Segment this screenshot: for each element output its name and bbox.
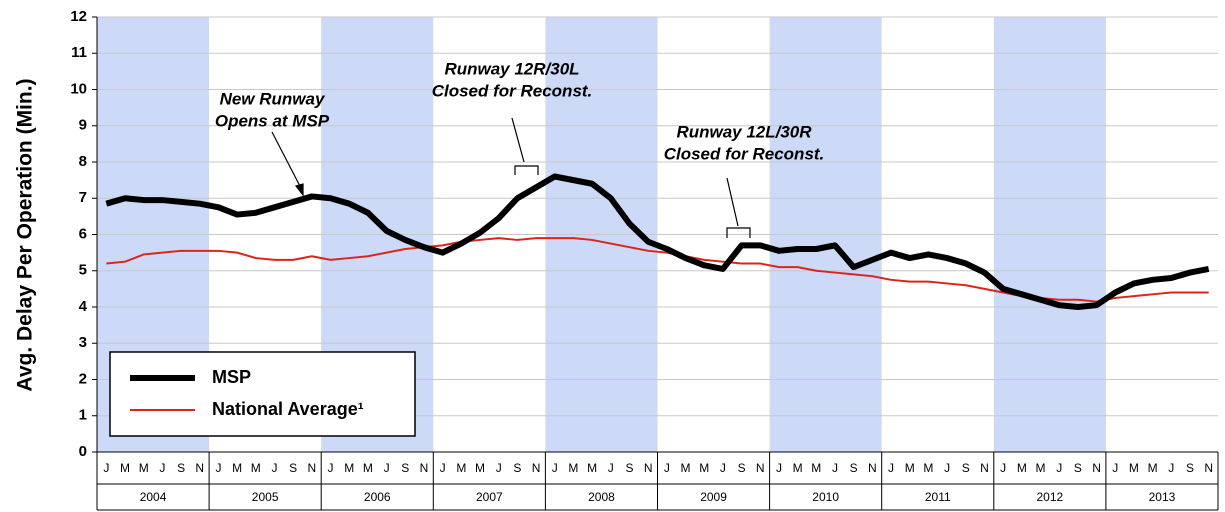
annotation: Closed for Reconst. — [432, 81, 593, 100]
x-tick-label: M — [139, 461, 149, 475]
x-tick-label: J — [1056, 461, 1062, 475]
x-tick-label: N — [1204, 461, 1213, 475]
x-tick-label: S — [401, 461, 409, 475]
x-tick-label: M — [587, 461, 597, 475]
y-tick-label: 1 — [79, 407, 87, 424]
x-tick-label: J — [776, 461, 782, 475]
y-tick-label: 4 — [79, 298, 88, 315]
legend-label: MSP — [212, 367, 251, 387]
x-tick-label: J — [552, 461, 558, 475]
x-tick-label: M — [1129, 461, 1139, 475]
x-tick-label: S — [1074, 461, 1082, 475]
x-tick-label: M — [568, 461, 578, 475]
y-tick-label: 12 — [70, 8, 87, 25]
x-tick-label: M — [232, 461, 242, 475]
annotation: Closed for Reconst. — [664, 144, 825, 163]
x-tick-label: S — [289, 461, 297, 475]
year-label: 2005 — [252, 490, 279, 504]
x-tick-label: M — [475, 461, 485, 475]
x-tick-label: M — [363, 461, 373, 475]
x-tick-label: J — [384, 461, 390, 475]
background — [92, 16, 1219, 511]
x-tick-label: N — [644, 461, 653, 475]
series-line — [105, 173, 1210, 310]
x-tick-label: S — [1186, 461, 1194, 475]
x-tick-label: M — [1148, 461, 1158, 475]
x-tick-label: M — [344, 461, 354, 475]
x-tick-label: J — [1168, 461, 1174, 475]
y-tick-label: 7 — [79, 189, 87, 206]
legend-box — [109, 351, 416, 437]
year-label: 2010 — [812, 490, 839, 504]
x-tick-label: N — [868, 461, 877, 475]
x-tick-label: M — [456, 461, 466, 475]
x-tick-label: N — [308, 461, 317, 475]
x-tick-label: J — [888, 461, 894, 475]
year-label: 2007 — [476, 490, 503, 504]
x-tick-label: J — [832, 461, 838, 475]
x-tick-label: N — [195, 461, 204, 475]
x-tick-label: S — [962, 461, 970, 475]
x-tick-label: S — [513, 461, 521, 475]
legend: MSP National Average¹ — [109, 351, 416, 437]
x-tick-label: J — [215, 461, 221, 475]
y-tick-label: 3 — [79, 334, 87, 351]
x-tick-label: N — [980, 461, 989, 475]
annotation: New Runway — [220, 89, 326, 108]
x-tick-label: M — [699, 461, 709, 475]
x-tick-label: J — [328, 461, 334, 475]
x-tick-label: S — [738, 461, 746, 475]
x-tick-label: M — [793, 461, 803, 475]
year-label: 2008 — [588, 490, 615, 504]
legend-label: National Average¹ — [212, 399, 364, 419]
x-tick-label: M — [905, 461, 915, 475]
x-tick-label: J — [608, 461, 614, 475]
annotation: Runway 12R/30L — [444, 59, 579, 78]
annotation: Runway 12L/30R — [676, 122, 812, 141]
x-tick-label: J — [496, 461, 502, 475]
x-tick-label: M — [251, 461, 261, 475]
x-tick-label: J — [664, 461, 670, 475]
y-tick-label: 8 — [79, 153, 87, 170]
x-tick-label: M — [1036, 461, 1046, 475]
y-tick-label: 5 — [79, 262, 87, 279]
x-tick-label: N — [532, 461, 541, 475]
x-tick-label: N — [420, 461, 429, 475]
x-tick-label: J — [159, 461, 165, 475]
year-label: 2013 — [1149, 490, 1176, 504]
y-tick-label: 10 — [70, 80, 87, 97]
x-tick-label: M — [120, 461, 130, 475]
year-label: 2009 — [700, 490, 727, 504]
x-tick-label: J — [720, 461, 726, 475]
x-tick-label: N — [756, 461, 765, 475]
year-label: 2004 — [140, 490, 167, 504]
x-tick-label: J — [944, 461, 950, 475]
annotation-arrows — [271, 117, 751, 238]
year-label: 2006 — [364, 490, 391, 504]
x-tick-label: S — [625, 461, 633, 475]
year-label: 2011 — [925, 490, 951, 504]
x-tick-label: S — [177, 461, 185, 475]
x-tick-label: S — [850, 461, 858, 475]
y-tick-label: 0 — [79, 443, 87, 460]
x-tick-label: M — [1017, 461, 1027, 475]
x-tick-label: J — [1000, 461, 1006, 475]
x-tick-label: N — [1092, 461, 1101, 475]
annotation: Opens at MSP — [215, 111, 330, 130]
x-tick-label: J — [103, 461, 109, 475]
x-tick-label: M — [681, 461, 691, 475]
y-tick-label: 6 — [79, 225, 87, 242]
y-axis-label: Avg. Delay Per Operation (Min.) — [14, 78, 37, 391]
x-tick-label: J — [271, 461, 277, 475]
year-label: 2012 — [1036, 490, 1063, 504]
x-tick-label: J — [1112, 461, 1118, 475]
y-tick-label: 2 — [79, 370, 87, 387]
x-tick-label: M — [923, 461, 933, 475]
x-tick-label: M — [811, 461, 821, 475]
x-tick-label: J — [440, 461, 446, 475]
y-tick-label: 9 — [79, 117, 87, 134]
y-tick-label: 11 — [71, 44, 87, 61]
